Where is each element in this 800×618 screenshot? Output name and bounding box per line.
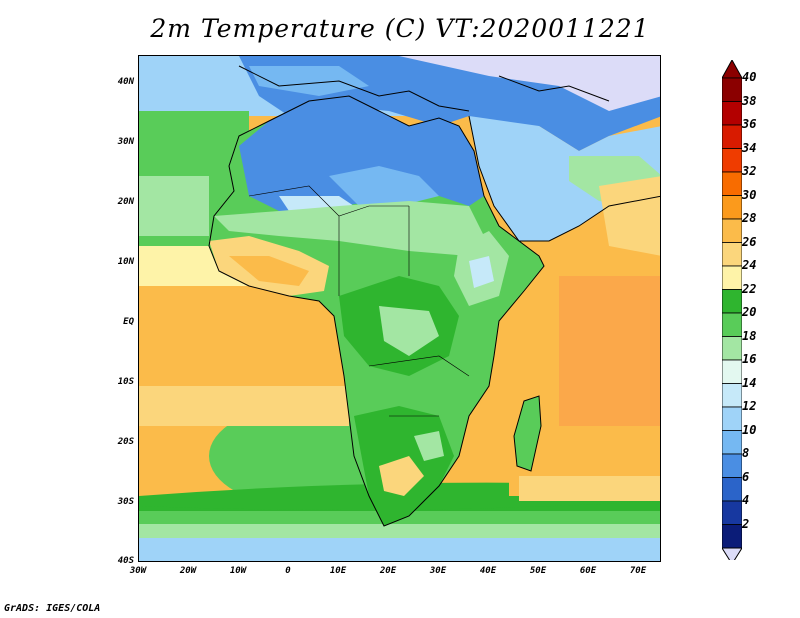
colorbar-label: 32: [742, 164, 757, 178]
colorbar-label: 4: [742, 493, 750, 507]
colorbar-label: 24: [742, 258, 757, 272]
colorbar-segment: [722, 383, 742, 408]
colorbar-label: 26: [742, 234, 757, 249]
colorbar-segment: [722, 500, 742, 525]
lat-label: 10N: [117, 257, 134, 267]
colorbar-segment: [722, 336, 742, 361]
colorbar-label: 12: [742, 399, 757, 413]
colorbar-segment: [722, 524, 742, 549]
lon-label: 50E: [529, 566, 547, 576]
lon-label: 30W: [129, 566, 147, 576]
colorbar-label: 20: [742, 305, 757, 319]
colorbar-label: 40: [742, 70, 757, 84]
colorbar-label: 18: [742, 328, 757, 343]
colorbar-segment: [722, 171, 742, 196]
lon-label: 20E: [379, 566, 397, 576]
colorbar-label: 36: [742, 117, 757, 131]
colorbar-label: 14: [742, 375, 757, 390]
colorbar-segment: [722, 430, 742, 455]
colorbar-segment: [722, 359, 742, 384]
lon-label: 10W: [229, 566, 247, 576]
map-title: 2m Temperature (C) VT:2020011221: [150, 14, 650, 43]
lon-label: 0: [285, 566, 291, 576]
colorbar-segment: [722, 77, 742, 102]
lat-label: 20S: [117, 437, 134, 447]
lat-label: 20N: [117, 197, 134, 207]
colorbar-label: 22: [742, 281, 757, 296]
colorbar: [722, 60, 742, 560]
colorbar-segment: [722, 289, 742, 314]
lat-label: EQ: [123, 317, 134, 327]
lat-label: 40S: [117, 556, 134, 566]
lat-label: 40N: [117, 77, 134, 87]
credit-footer: GrADS: IGES/COLA: [4, 603, 101, 614]
colorbar-segment: [722, 101, 742, 126]
colorbar-label: 38: [742, 93, 757, 108]
colorbar-segment: [722, 312, 742, 337]
colorbar-segment: [722, 148, 742, 173]
lon-label: 20W: [179, 566, 197, 576]
lon-label: 30E: [429, 566, 447, 576]
lon-label: 40E: [479, 566, 497, 576]
lat-label: 30N: [117, 137, 134, 147]
colorbar-segment: [722, 406, 742, 431]
lat-label: 30S: [117, 497, 134, 507]
colorbar-label: 6: [742, 469, 750, 484]
colorbar-label: 30: [742, 187, 757, 202]
lon-label: 10E: [329, 566, 347, 576]
colorbar-label: 8: [742, 446, 750, 460]
colorbar-segment: [722, 453, 742, 478]
colorbar-segment: [722, 218, 742, 243]
colorbar-bottom-arrow: [722, 547, 742, 560]
colorbar-segment: [722, 124, 742, 149]
colorbar-label: 2: [742, 516, 750, 531]
temperature-map: [138, 55, 661, 562]
colorbar-label: 16: [742, 352, 757, 366]
lon-label: 60E: [579, 566, 597, 576]
colorbar-label: 10: [742, 422, 757, 437]
colorbar-top-arrow: [722, 60, 742, 79]
colorbar-segment: [722, 242, 742, 267]
colorbar-segment: [722, 265, 742, 290]
lon-label: 70E: [629, 566, 647, 576]
colorbar-segment: [722, 477, 742, 502]
colorbar-label: 28: [742, 211, 757, 225]
colorbar-label: 34: [742, 140, 757, 155]
colorbar-segment: [722, 195, 742, 220]
lat-label: 10S: [117, 377, 134, 387]
